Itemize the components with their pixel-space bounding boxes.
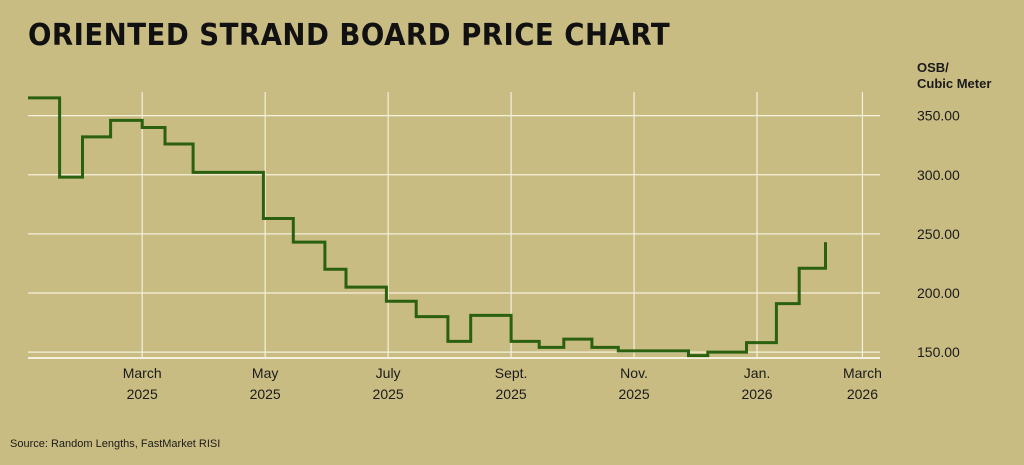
chart-title: ORIENTED STRAND BOARD PRICE CHART — [28, 18, 671, 53]
vertical-gridlines — [141, 92, 864, 358]
y-tick-label-3: 300.00 — [917, 167, 960, 183]
x-tick-year-6: 2026 — [847, 386, 878, 402]
x-tick-year-4: 2025 — [618, 386, 649, 402]
x-tick-year-0: 2025 — [127, 386, 158, 402]
x-tick-month-1: May — [252, 365, 278, 381]
x-tick-month-5: Jan. — [744, 365, 770, 381]
y-tick-label-2: 250.00 — [917, 226, 960, 242]
y-axis-title: OSB/Cubic Meter — [917, 60, 991, 91]
x-tick-month-0: March — [123, 365, 162, 381]
x-tick-month-4: Nov. — [620, 365, 648, 381]
y-tick-label-4: 350.00 — [917, 108, 960, 124]
y-tick-label-0: 150.00 — [917, 344, 960, 360]
y-tick-labels: 150.00 200.00 250.00 300.00 350.00 — [917, 108, 960, 360]
x-tick-month-6: March — [843, 365, 882, 381]
y-axis-title-line-0: OSB/ — [917, 60, 949, 75]
horizontal-gridlines — [28, 115, 880, 353]
x-tick-year-5: 2026 — [741, 386, 772, 402]
x-tick-year-2: 2025 — [373, 386, 404, 402]
y-axis-title-line-1: Cubic Meter — [917, 76, 991, 91]
source-note: Source: Random Lengths, FastMarket RISI — [10, 438, 221, 450]
x-tick-month-3: Sept. — [495, 365, 528, 381]
x-tick-labels: March 2025 May 2025 July 2025 Sept. 2025 Nov. 202… — [123, 365, 882, 402]
osb-price-series-line — [28, 96, 827, 358]
x-tick-month-2: July — [376, 365, 401, 381]
x-tick-year-1: 2025 — [250, 386, 281, 402]
y-tick-label-1: 200.00 — [917, 285, 960, 301]
x-tick-year-3: 2025 — [496, 386, 527, 402]
